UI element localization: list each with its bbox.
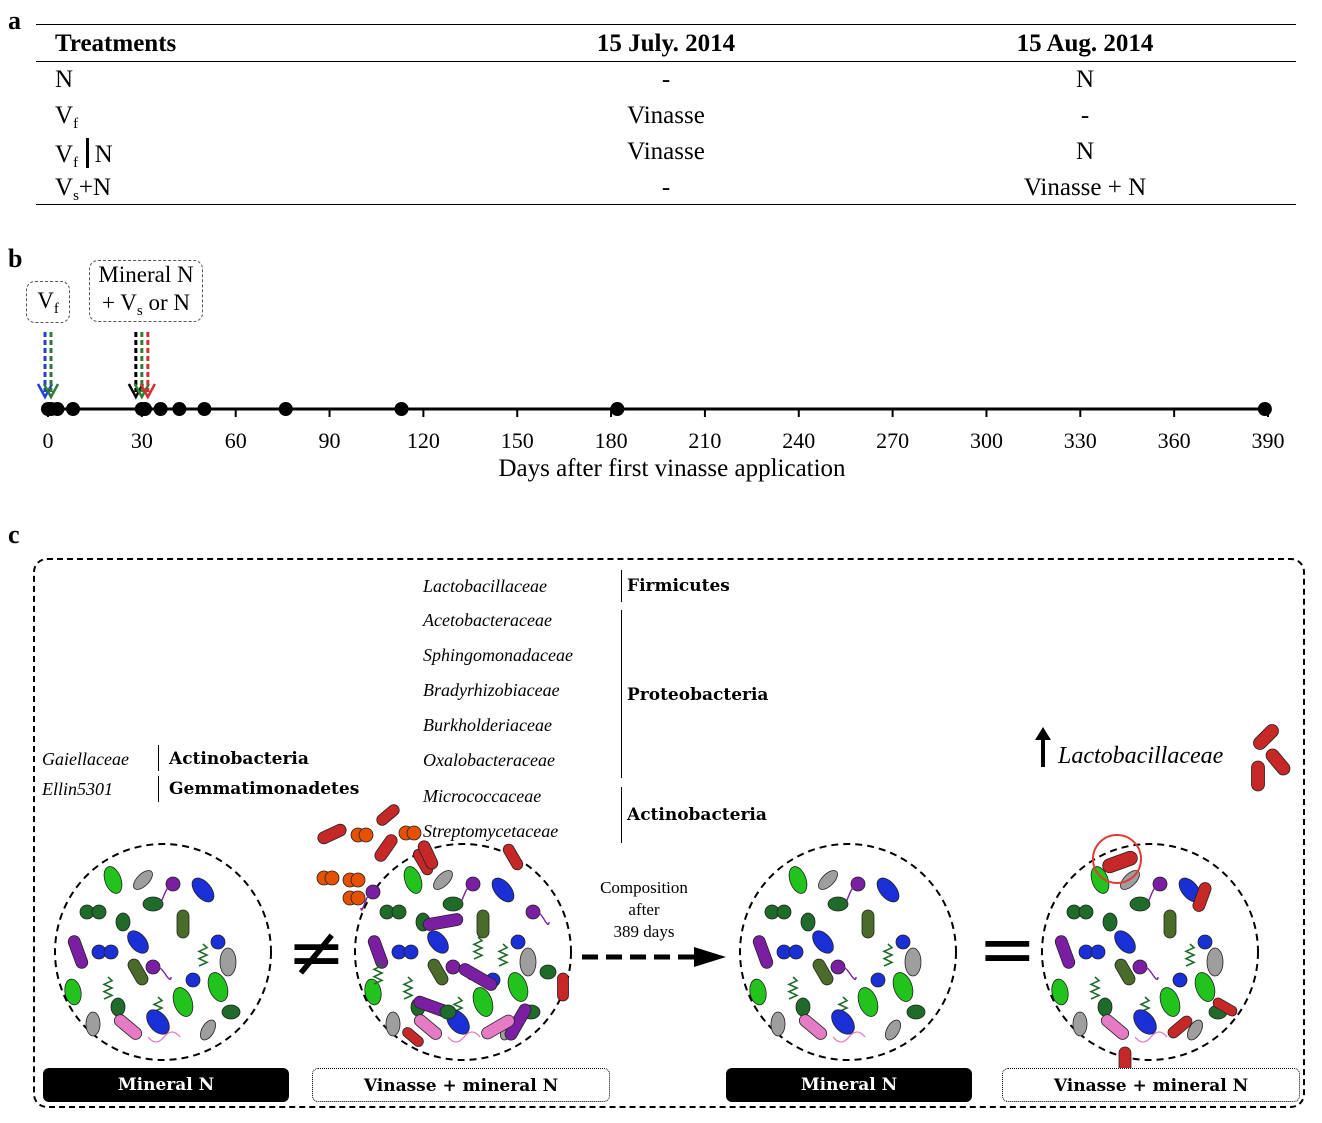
sampling-point (172, 402, 187, 416)
x-axis-title: Days after first vinasse application (498, 455, 846, 482)
header-july: 15 July. 2014 (596, 30, 736, 57)
dashed-arrow-icon (582, 947, 726, 967)
increased-family-label: Lactobacillaceae (1058, 743, 1224, 769)
community-vinasse-2 (1041, 834, 1259, 1078)
x-tick-label: 300 (969, 428, 1003, 453)
row1-aug: N (1075, 66, 1095, 93)
center-divider-proteo (621, 610, 622, 778)
center-phylum-actino: Actinobacteria (627, 805, 767, 825)
header-aug: 15 Aug. 2014 (1016, 30, 1154, 57)
x-tick-label: 270 (876, 428, 910, 453)
left-phylum-2: Gemmatimonadetes (169, 779, 360, 799)
center-family-oxalo: Oxalobacteraceae (423, 750, 555, 770)
x-tick-label: 330 (1063, 428, 1097, 453)
row2-treatment: Vf (55, 102, 79, 132)
community-boundary (1041, 843, 1259, 1061)
timeline-chart (36, 332, 1272, 417)
x-tick-label: 60 (224, 428, 247, 453)
sampling-point (50, 402, 65, 416)
x-tick-label: 150 (500, 428, 534, 453)
table-top-rule (36, 24, 1296, 25)
sampling-point (137, 402, 152, 416)
row2-aug: - (1080, 102, 1090, 129)
sampling-point (278, 402, 293, 416)
left-family-1: Gaiellaceae (42, 749, 129, 769)
community-boundary (54, 843, 272, 1061)
panel-a-letter: a (8, 6, 21, 35)
community-mineral-n-1 (54, 843, 272, 1061)
center-family-sphingo: Sphingomonadaceae (423, 645, 573, 665)
label-mineral-n-2: Mineral N (726, 1068, 972, 1102)
table-header-rule (36, 61, 1296, 62)
center-family-strepto: Streptomycetaceae (423, 821, 559, 841)
sampling-point (197, 402, 212, 416)
header-treatments: Treatments (55, 30, 177, 57)
sampling-point (153, 402, 168, 416)
community-boundary (739, 843, 957, 1061)
x-tick-label: 0 (42, 428, 54, 453)
x-tick-label: 360 (1157, 428, 1191, 453)
x-tick-label: 240 (782, 428, 816, 453)
left-family-2: Ellin5301 (42, 779, 113, 799)
summary-frame (33, 558, 1305, 1108)
left-divider-2 (158, 776, 159, 802)
table-bottom-rule (36, 204, 1296, 205)
row3-aug: N (1075, 138, 1095, 165)
community-mineral-n-2 (739, 843, 957, 1061)
composition-label: Composition after 389 days (600, 878, 688, 941)
mineral-n-box: Mineral N + Vs or N (89, 260, 203, 322)
split-bar (86, 138, 89, 168)
row2-july: Vinasse (627, 102, 705, 129)
row1-treatment: N (55, 66, 74, 93)
left-divider-1 (158, 745, 159, 771)
center-divider-firmicutes (621, 570, 622, 602)
sampling-point (1257, 402, 1272, 416)
lactobacillaceae-icon (1251, 724, 1291, 792)
center-family-brady: Bradyrhizobiaceae (423, 680, 560, 700)
x-tick-label: 390 (1251, 428, 1285, 453)
panel-b-letter: b (8, 244, 23, 273)
x-tick-label: 120 (406, 428, 440, 453)
row1-july: - (661, 66, 671, 93)
sampling-point (394, 402, 409, 416)
community-boundary (354, 843, 572, 1061)
x-tick-label: 90 (318, 428, 341, 453)
application-arrow (42, 332, 60, 400)
sampling-point (66, 402, 81, 416)
row3-treatment: Vf N (55, 138, 113, 171)
row3-july: Vinasse (627, 138, 705, 165)
x-tick-label: 210 (688, 428, 722, 453)
center-phylum-firmicutes: Firmicutes (627, 576, 730, 596)
label-vinasse-mineral-n-1: Vinasse + mineral N (312, 1068, 610, 1102)
x-tick-label: 180 (594, 428, 628, 453)
row4-treatment: Vs+N (55, 174, 112, 204)
x-tick-label: 30 (130, 428, 153, 453)
equal-icon: = (978, 908, 1037, 990)
not-equal-icon: ≠ (287, 911, 346, 993)
center-family-burk: Burkholderiaceae (423, 715, 552, 735)
center-family-lacto: Lactobacillaceae (423, 576, 547, 596)
center-family-aceto: Acetobacteraceae (423, 610, 552, 630)
label-vinasse-mineral-n-2: Vinasse + mineral N (1002, 1068, 1300, 1102)
panel-c-letter: c (8, 520, 20, 549)
label-mineral-n-1: Mineral N (43, 1068, 289, 1102)
up-arrow-icon (1035, 727, 1051, 767)
vf-application-box: Vf (26, 281, 70, 323)
application-arrow (139, 332, 156, 400)
vinasse-bacteria-cluster (316, 804, 439, 906)
center-phylum-proteo: Proteobacteria (627, 685, 769, 705)
sampling-point (610, 402, 625, 416)
row4-aug: Vinasse + N (1023, 174, 1147, 201)
row4-july: - (661, 174, 671, 201)
community-vinasse-1 (354, 843, 572, 1061)
left-phylum-1: Actinobacteria (169, 749, 309, 769)
highlight-circle-icon (1092, 834, 1142, 884)
center-family-micro: Micrococcaceae (423, 786, 542, 806)
center-divider-actino (621, 787, 622, 843)
